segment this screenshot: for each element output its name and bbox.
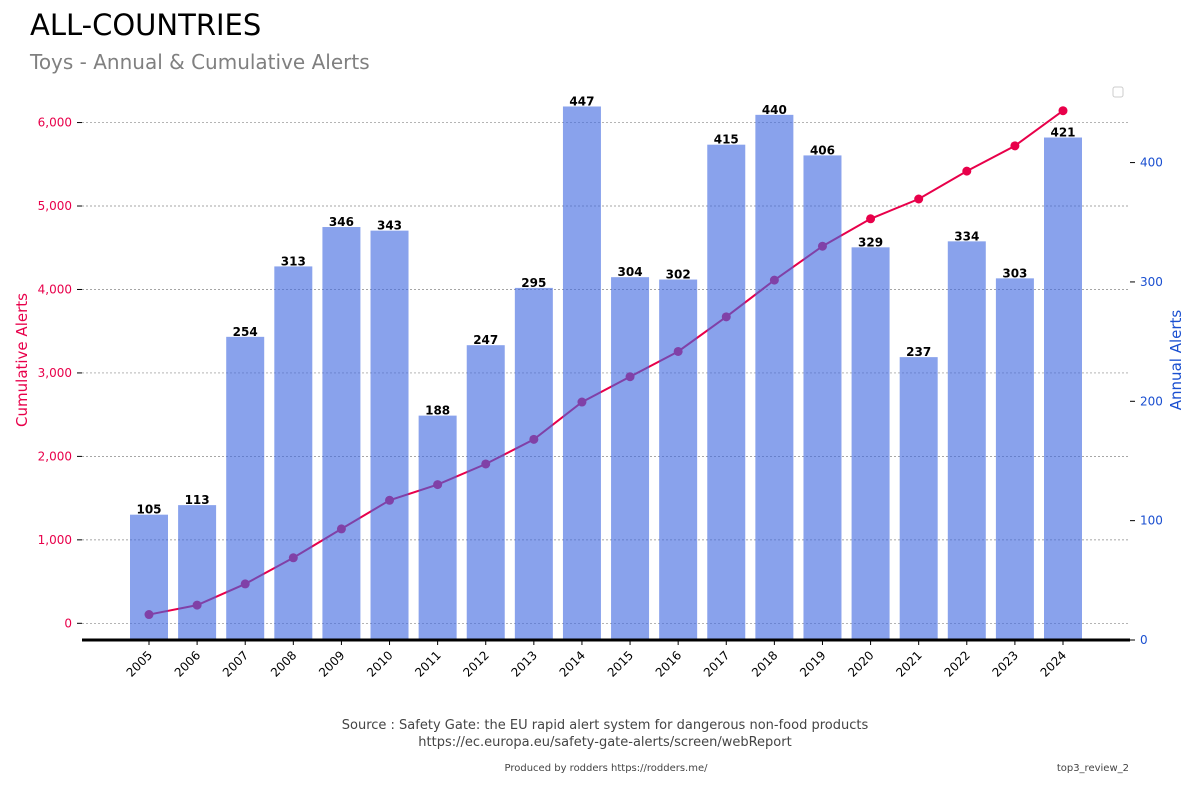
annual-bar: [851, 247, 890, 641]
bar-value-label: 105: [136, 503, 161, 517]
chart-title: ALL-COUNTRIES: [30, 8, 261, 42]
left-tick-label: 5,000: [38, 199, 72, 213]
left-tick-label: 0: [64, 616, 72, 630]
x-tick-label: 2024: [1038, 648, 1069, 679]
bar-value-label: 421: [1050, 126, 1075, 140]
x-tick-label: 2009: [316, 648, 347, 679]
x-tick-label: 2022: [941, 648, 972, 679]
bar-value-label: 334: [954, 229, 979, 243]
x-tick-label: 2021: [893, 648, 924, 679]
bar-value-label: 113: [185, 493, 210, 507]
bars: [130, 106, 1082, 641]
bar-value-label: 303: [1002, 266, 1027, 280]
x-tick-label: 2013: [508, 648, 539, 679]
bar-value-label: 440: [762, 103, 787, 117]
source-line-1: Source : Safety Gate: the EU rapid alert…: [342, 718, 869, 733]
x-tick-label: 2006: [172, 648, 203, 679]
bar-value-label: 313: [281, 254, 306, 268]
annual-bar: [130, 514, 168, 640]
annual-bar: [803, 155, 842, 640]
bar-value-label: 295: [521, 276, 546, 290]
annual-bar: [370, 230, 409, 640]
annual-bar: [755, 114, 794, 641]
x-tick-label: 2020: [845, 648, 876, 679]
annual-bar: [562, 106, 601, 640]
chart-subtitle: Toys - Annual & Cumulative Alerts: [29, 50, 370, 74]
x-tick-label: 2017: [701, 648, 732, 679]
bar-value-label: 447: [569, 94, 594, 108]
right-tick-label: 300: [1140, 275, 1163, 289]
bar-labels: 105 113 254 313 346 343 188 247 295 447 304 302 415 4…: [136, 94, 1075, 516]
x-tick-label: 2015: [605, 648, 636, 679]
x-tick-label: 2012: [460, 648, 491, 679]
bar-value-label: 406: [810, 143, 835, 157]
bar-value-label: 329: [858, 235, 883, 249]
annual-bar: [995, 278, 1034, 640]
bar-value-label: 415: [714, 133, 739, 147]
left-axis-label: Cumulative Alerts: [13, 293, 31, 427]
right-tick-label: 100: [1140, 514, 1163, 528]
left-tick-label: 2,000: [38, 449, 72, 463]
x-tick-label: 2019: [797, 648, 828, 679]
left-tick-label: 3,000: [38, 366, 72, 380]
annual-bar: [899, 357, 938, 640]
annual-bar: [707, 144, 746, 640]
annual-bar: [611, 277, 650, 640]
bar-value-label: 302: [666, 268, 691, 282]
annual-bar: [178, 505, 217, 640]
right-axis-label: Annual Alerts: [1167, 310, 1185, 411]
annual-bar: [1044, 137, 1082, 641]
annual-bar: [418, 415, 457, 640]
x-tick-label: 2008: [268, 648, 299, 679]
annual-bar: [322, 227, 361, 640]
x-tick-label: 2007: [220, 648, 251, 679]
cumulative-point: [1058, 106, 1068, 116]
bar-value-label: 343: [377, 219, 402, 233]
x-tick-label: 2010: [364, 648, 395, 679]
x-tick-label: 2011: [412, 648, 443, 679]
x-tick-label: 2023: [990, 648, 1021, 679]
produced-by: Produced by rodders https://rodders.me/: [505, 763, 709, 774]
right-tick-label: 0: [1140, 633, 1148, 647]
right-tick-label: 400: [1140, 156, 1163, 170]
cumulative-point: [1010, 141, 1020, 151]
x-tick-label: 2005: [124, 648, 155, 679]
bar-value-label: 304: [618, 265, 643, 279]
x-tick-label: 2014: [557, 648, 588, 679]
left-tick-label: 1,000: [38, 533, 72, 547]
bar-value-label: 254: [233, 325, 258, 339]
cumulative-point: [866, 214, 876, 224]
annual-bar: [947, 241, 986, 640]
annual-bar: [659, 279, 698, 640]
annual-bar: [226, 336, 265, 640]
chart-tag: top3_review_2: [1057, 763, 1129, 774]
annual-bar: [466, 345, 505, 640]
annual-bar: [514, 287, 553, 640]
right-tick-label: 200: [1140, 394, 1163, 408]
legend-box: [1112, 86, 1124, 98]
source-line-2: https://ec.europa.eu/safety-gate-alerts/…: [418, 735, 791, 750]
cumulative-point: [962, 166, 972, 176]
x-tick-label: 2016: [653, 648, 684, 679]
bar-value-label: 247: [473, 333, 498, 347]
cumulative-point: [914, 194, 924, 204]
left-tick-label: 4,000: [38, 282, 72, 296]
x-tick-label: 2018: [749, 648, 780, 679]
annual-bar: [274, 266, 313, 640]
bar-value-label: 188: [425, 404, 450, 418]
left-tick-label: 6,000: [38, 116, 72, 130]
bar-value-label: 237: [906, 345, 931, 359]
bar-value-label: 346: [329, 215, 354, 229]
